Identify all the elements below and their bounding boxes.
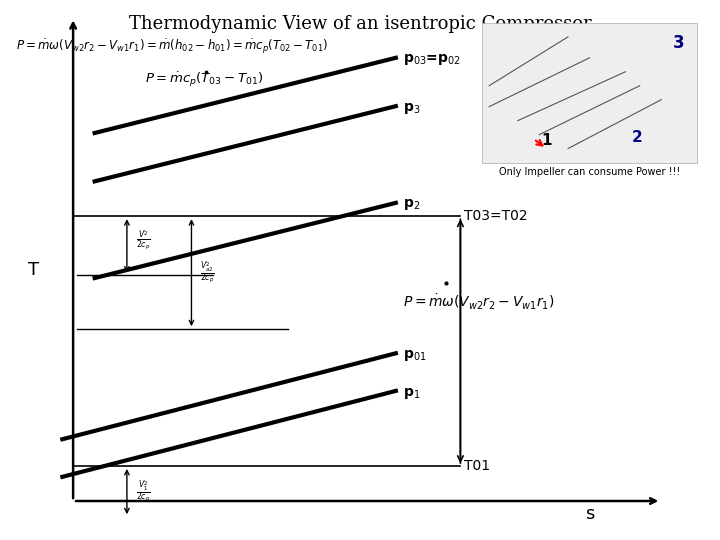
Text: $P = \dot{m}\omega(V_{w2}r_2 - V_{w1}r_1) = \dot{m}(h_{02}-h_{01}) = \dot{m}c_p(: $P = \dot{m}\omega(V_{w2}r_2 - V_{w1}r_1… <box>16 38 328 56</box>
Text: Only Impeller can consume Power !!!: Only Impeller can consume Power !!! <box>499 167 680 177</box>
Text: $\frac{V^2}{2c_p}$: $\frac{V^2}{2c_p}$ <box>135 229 150 252</box>
Text: p$_3$: p$_3$ <box>403 101 420 116</box>
Text: p$_{01}$: p$_{01}$ <box>403 348 426 363</box>
Text: T03=T02: T03=T02 <box>464 210 528 223</box>
Text: 3: 3 <box>673 33 685 52</box>
Text: p$_2$: p$_2$ <box>403 198 420 213</box>
Text: $P = \dot{m}\omega(V_{w2}r_2 - V_{w1}r_1)$: $P = \dot{m}\omega(V_{w2}r_2 - V_{w1}r_1… <box>403 293 555 312</box>
Text: $\frac{V_1^2}{2c_p}$: $\frac{V_1^2}{2c_p}$ <box>135 480 150 504</box>
Text: 1: 1 <box>541 133 552 148</box>
Text: $\frac{V_{a2}^2}{2c_p}$: $\frac{V_{a2}^2}{2c_p}$ <box>200 260 215 285</box>
Text: 2: 2 <box>631 130 642 145</box>
FancyBboxPatch shape <box>482 23 697 163</box>
Text: T: T <box>28 261 39 279</box>
Text: p$_{03}$=p$_{02}$: p$_{03}$=p$_{02}$ <box>403 52 461 68</box>
Text: T01: T01 <box>464 459 490 473</box>
Text: p$_1$: p$_1$ <box>403 386 420 401</box>
Text: s: s <box>585 505 594 523</box>
Text: $P = \dot{m}c_p(T_{03}-T_{01})$: $P = \dot{m}c_p(T_{03}-T_{01})$ <box>145 70 264 89</box>
Text: Thermodynamic View of an isentropic Compressor: Thermodynamic View of an isentropic Comp… <box>129 15 591 33</box>
